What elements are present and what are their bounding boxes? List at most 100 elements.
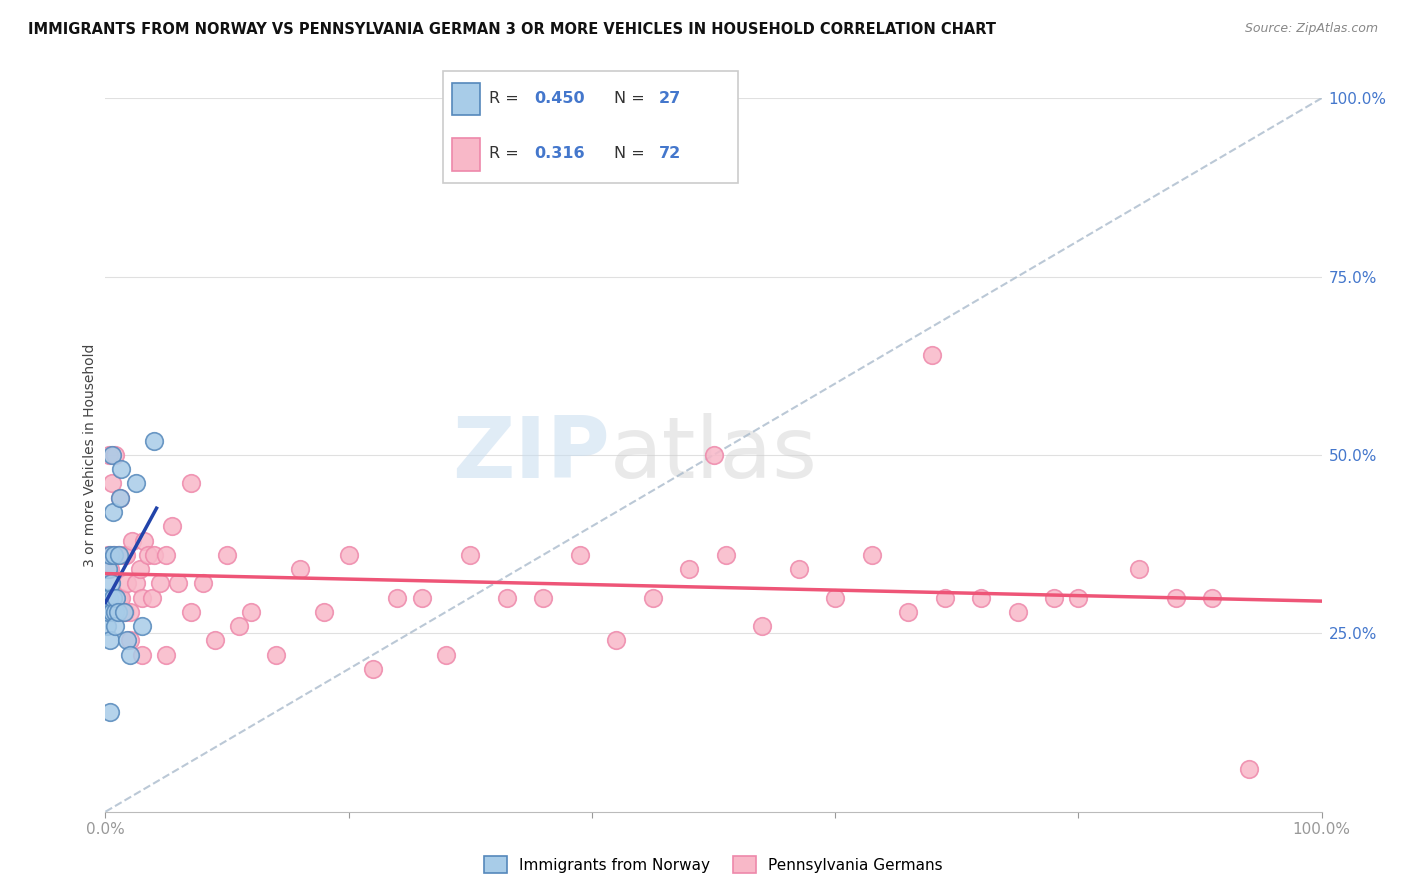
Point — [115, 548, 138, 562]
Point — [1128, 562, 1150, 576]
Point — [125, 576, 148, 591]
Point — [121, 533, 143, 548]
Point — [97, 605, 120, 619]
Point — [136, 548, 159, 562]
Point — [110, 591, 132, 605]
Point — [568, 548, 591, 562]
Point — [107, 548, 129, 562]
Point — [434, 648, 457, 662]
Bar — [451, 83, 479, 115]
Point — [180, 605, 202, 619]
FancyBboxPatch shape — [443, 71, 738, 183]
Point — [1067, 591, 1090, 605]
Text: N =: N = — [614, 146, 650, 161]
Point — [108, 491, 131, 505]
Text: 0.316: 0.316 — [534, 146, 585, 161]
Y-axis label: 3 or more Vehicles in Household: 3 or more Vehicles in Household — [83, 343, 97, 566]
Point — [605, 633, 627, 648]
Text: R =: R = — [489, 146, 523, 161]
Text: ZIP: ZIP — [453, 413, 610, 497]
Point — [110, 462, 132, 476]
Point — [204, 633, 226, 648]
Point — [98, 448, 121, 462]
Point — [155, 648, 177, 662]
Point — [114, 605, 136, 619]
Point — [387, 591, 409, 605]
Point — [824, 591, 846, 605]
Point — [131, 591, 153, 605]
Point — [100, 448, 122, 462]
Point — [1043, 591, 1066, 605]
Point — [411, 591, 433, 605]
Point — [714, 548, 737, 562]
Point — [103, 605, 125, 619]
Point — [860, 548, 883, 562]
Point — [131, 619, 153, 633]
Point — [678, 562, 700, 576]
Point — [112, 548, 135, 562]
Point — [787, 562, 810, 576]
Point — [107, 605, 129, 619]
Point — [934, 591, 956, 605]
Point — [104, 448, 127, 462]
Point — [191, 576, 214, 591]
Point — [167, 576, 190, 591]
Point — [125, 476, 148, 491]
Point — [98, 705, 121, 719]
Point — [98, 591, 121, 605]
Point — [100, 476, 122, 491]
Point — [118, 633, 141, 648]
Point — [240, 605, 263, 619]
Point — [1201, 591, 1223, 605]
Point — [117, 576, 139, 591]
Point — [264, 648, 287, 662]
Point — [96, 619, 118, 633]
Point — [143, 548, 166, 562]
Point — [108, 591, 131, 605]
Point — [112, 605, 135, 619]
Text: IMMIGRANTS FROM NORWAY VS PENNSYLVANIA GERMAN 3 OR MORE VEHICLES IN HOUSEHOLD CO: IMMIGRANTS FROM NORWAY VS PENNSYLVANIA G… — [28, 22, 995, 37]
Point — [118, 605, 141, 619]
Point — [228, 619, 250, 633]
Point — [103, 591, 125, 605]
Point — [217, 548, 239, 562]
Point — [155, 548, 177, 562]
Point — [1007, 605, 1029, 619]
Text: N =: N = — [614, 91, 650, 105]
Point — [1164, 591, 1187, 605]
Text: 27: 27 — [658, 91, 681, 105]
Point — [100, 576, 122, 591]
Point — [495, 591, 517, 605]
Point — [118, 648, 141, 662]
Text: 0.450: 0.450 — [534, 91, 585, 105]
Point — [180, 476, 202, 491]
Point — [162, 519, 184, 533]
Text: R =: R = — [489, 91, 523, 105]
Text: Source: ZipAtlas.com: Source: ZipAtlas.com — [1244, 22, 1378, 36]
Point — [117, 633, 139, 648]
Point — [897, 605, 920, 619]
Point — [1237, 762, 1260, 776]
Point — [105, 591, 128, 605]
Point — [921, 348, 943, 362]
Point — [143, 434, 166, 448]
Point — [98, 562, 121, 576]
Point — [108, 491, 131, 505]
Point — [103, 548, 125, 562]
Text: atlas: atlas — [610, 413, 818, 497]
Point — [101, 548, 124, 562]
Point — [111, 605, 134, 619]
Text: 72: 72 — [658, 146, 681, 161]
Point — [458, 548, 481, 562]
Point — [128, 562, 150, 576]
Point — [314, 605, 336, 619]
Point — [702, 448, 725, 462]
Point — [970, 591, 993, 605]
Point — [361, 662, 384, 676]
Point — [641, 591, 664, 605]
Point — [97, 548, 120, 562]
Point — [531, 591, 554, 605]
Point — [149, 576, 172, 591]
Bar — [451, 138, 479, 170]
Point — [101, 605, 124, 619]
